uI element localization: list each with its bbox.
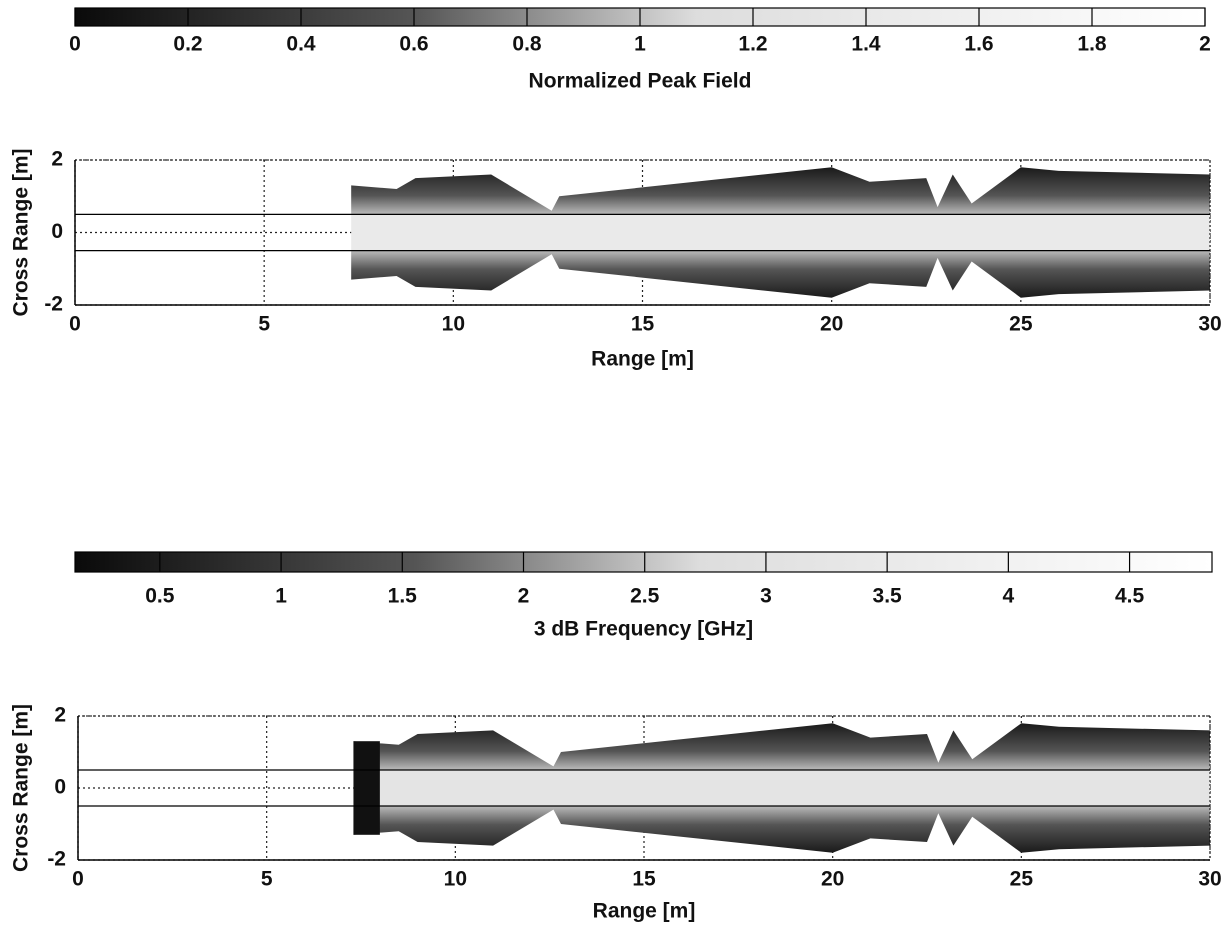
x-tick-label: 15 bbox=[632, 868, 656, 891]
colorbar-tick-label: 0 bbox=[69, 33, 81, 56]
x-tick-label: 25 bbox=[1009, 313, 1033, 336]
x-axis-label: Range [m] bbox=[591, 348, 694, 371]
colorbar-tick-label: 4 bbox=[1003, 585, 1015, 608]
colorbar-tick-label: 1 bbox=[634, 33, 646, 56]
colorbar-tick-label: 1 bbox=[275, 585, 287, 608]
colorbar-label: 3 dB Frequency [GHz] bbox=[534, 618, 753, 641]
colorbar-tick-label: 2 bbox=[1199, 33, 1211, 56]
x-tick-label: 5 bbox=[258, 313, 270, 336]
x-tick-label: 25 bbox=[1010, 868, 1034, 891]
field-lower bbox=[351, 250, 1210, 298]
x-tick-label: 0 bbox=[69, 313, 81, 336]
colorbar-tick-label: 1.5 bbox=[388, 585, 418, 608]
colorbar-tick-label: 0.6 bbox=[399, 33, 428, 56]
field-center bbox=[353, 770, 1210, 806]
y-axis-label: Cross Range [m] bbox=[10, 704, 33, 872]
colorbar-tick-label: 1.6 bbox=[964, 33, 993, 56]
x-tick-label: 0 bbox=[72, 868, 84, 891]
field-lower bbox=[353, 806, 1210, 853]
y-tick-label: 0 bbox=[51, 220, 63, 243]
field-dark-block bbox=[353, 741, 380, 835]
field-center bbox=[351, 214, 1210, 251]
x-tick-label: 5 bbox=[261, 868, 273, 891]
colorbar-tick-label: 3.5 bbox=[873, 585, 903, 608]
colorbar-tick-label: 2 bbox=[518, 585, 530, 608]
colorbar-tick-label: 0.8 bbox=[512, 33, 542, 56]
x-axis-label: Range [m] bbox=[593, 900, 696, 923]
field-upper bbox=[351, 167, 1210, 215]
colorbar-tick-label: 4.5 bbox=[1115, 585, 1145, 608]
colorbar bbox=[74, 551, 1213, 573]
y-tick-label: 2 bbox=[54, 704, 66, 727]
colorbar-tick-label: 0.5 bbox=[145, 585, 175, 608]
y-tick-label: -2 bbox=[47, 848, 66, 871]
x-tick-label: 20 bbox=[821, 868, 844, 891]
colorbar-tick-label: 0.4 bbox=[286, 33, 316, 56]
colorbar-tick-label: 1.2 bbox=[738, 33, 767, 56]
y-tick-label: -2 bbox=[44, 293, 63, 316]
colorbar-tick-label: 1.4 bbox=[851, 33, 881, 56]
x-tick-label: 10 bbox=[444, 868, 467, 891]
y-tick-label: 0 bbox=[54, 776, 66, 799]
colorbar-tick-label: 1.8 bbox=[1077, 33, 1107, 56]
y-axis-label: Cross Range [m] bbox=[10, 148, 33, 316]
x-tick-label: 10 bbox=[442, 313, 465, 336]
colorbar-tick-label: 3 bbox=[760, 585, 772, 608]
colorbar-tick-label: 2.5 bbox=[630, 585, 660, 608]
y-tick-label: 2 bbox=[51, 148, 63, 171]
x-tick-label: 30 bbox=[1198, 868, 1221, 891]
colorbar-tick-label: 0.2 bbox=[173, 33, 202, 56]
x-tick-label: 20 bbox=[820, 313, 843, 336]
field-upper bbox=[353, 723, 1210, 770]
x-tick-label: 15 bbox=[631, 313, 655, 336]
x-tick-label: 30 bbox=[1198, 313, 1221, 336]
colorbar-label: Normalized Peak Field bbox=[529, 70, 752, 93]
